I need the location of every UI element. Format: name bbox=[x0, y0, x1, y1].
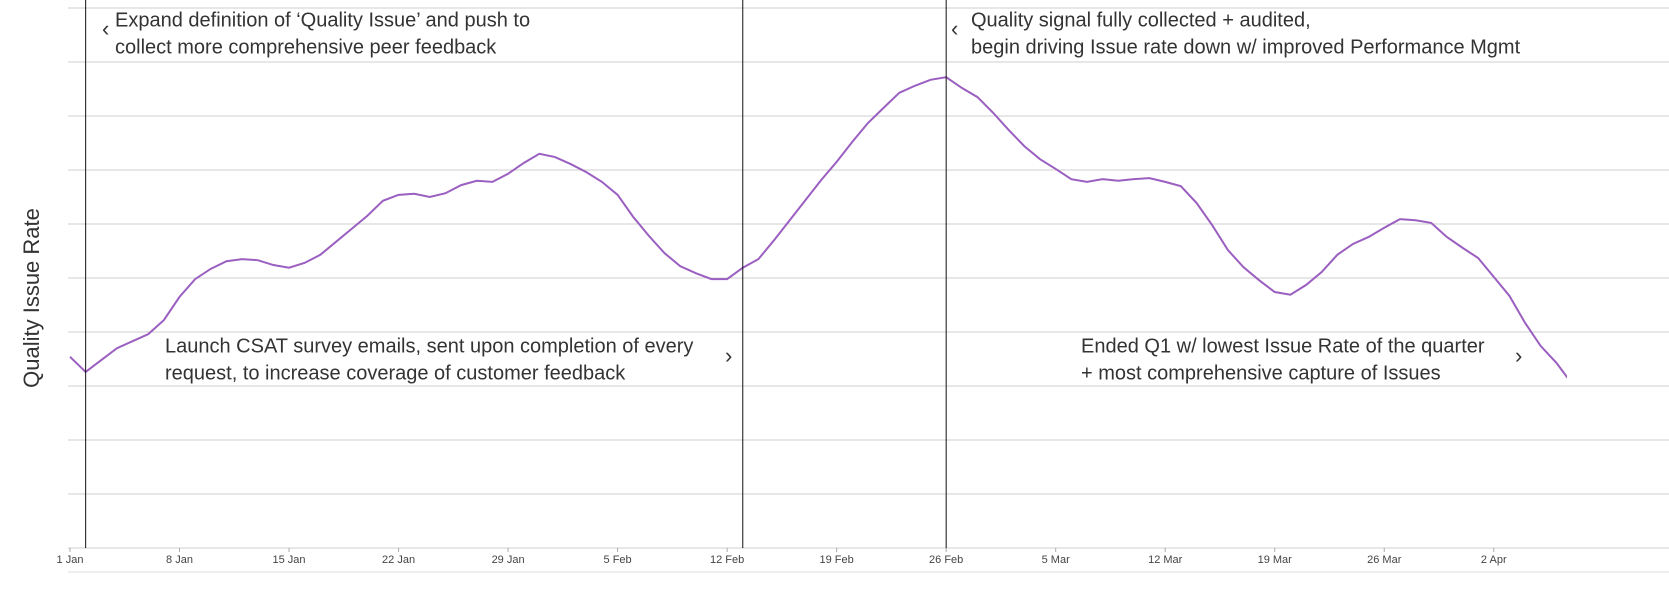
x-tick-label: 12 Feb bbox=[710, 554, 744, 566]
x-tick-label: 5 Mar bbox=[1042, 554, 1070, 566]
line-series bbox=[69, 76, 1567, 379]
x-tick-label: 26 Mar bbox=[1367, 554, 1402, 566]
annotation-text: Ended Q1 w/ lowest Issue Rate of the qua… bbox=[1081, 335, 1485, 357]
annotation-text: begin driving Issue rate down w/ improve… bbox=[971, 36, 1521, 58]
x-tick-label: 8 Jan bbox=[166, 554, 193, 566]
annotation-text: Quality signal fully collected + audited… bbox=[971, 9, 1311, 31]
annotation-text: collect more comprehensive peer feedback bbox=[115, 36, 497, 58]
x-tick-label: 19 Feb bbox=[820, 554, 854, 566]
x-tick-label: 12 Mar bbox=[1148, 554, 1183, 566]
annotation-text: request, to increase coverage of custome… bbox=[165, 362, 626, 384]
annotation-text: Launch CSAT survey emails, sent upon com… bbox=[165, 335, 693, 357]
x-tick-label: 26 Feb bbox=[929, 554, 963, 566]
arrow-right: › bbox=[725, 343, 732, 368]
x-tick-label: 2 Apr bbox=[1481, 554, 1507, 566]
arrow-left: ‹ bbox=[951, 16, 958, 41]
x-tick-label: 19 Mar bbox=[1258, 554, 1293, 566]
arrow-left: ‹ bbox=[102, 16, 109, 41]
arrow-right: › bbox=[1515, 343, 1522, 368]
x-tick-label: 5 Feb bbox=[604, 554, 632, 566]
x-tick-label: 22 Jan bbox=[382, 554, 415, 566]
y-axis-label: Quality Issue Rate bbox=[19, 208, 44, 388]
x-tick-label: 1 Jan bbox=[57, 554, 84, 566]
annotation-text: Expand definition of ‘Quality Issue’ and… bbox=[115, 9, 530, 31]
x-tick-label: 29 Jan bbox=[492, 554, 525, 566]
annotation-text: + most comprehensive capture of Issues bbox=[1081, 362, 1441, 384]
x-tick-label: 15 Jan bbox=[273, 554, 306, 566]
